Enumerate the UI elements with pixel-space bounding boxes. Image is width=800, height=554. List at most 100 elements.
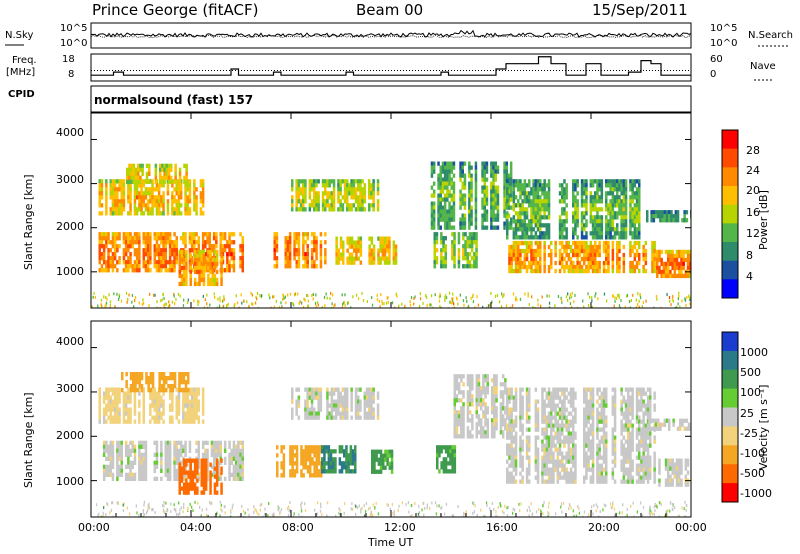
power-cell (295, 264, 298, 269)
power-cell (443, 169, 447, 174)
power-cell (539, 195, 542, 200)
power-cell (444, 252, 447, 257)
velocity-cell (197, 403, 200, 408)
velocity-cell (346, 415, 349, 420)
power-cell (116, 187, 119, 192)
power-cell (534, 203, 538, 208)
power-cell (372, 252, 376, 257)
velocity-cell (155, 419, 159, 424)
velocity-cell (158, 388, 161, 393)
power-cell (541, 223, 544, 228)
power-ground-cell (323, 295, 326, 299)
power-cell (602, 260, 606, 266)
power-cell (620, 183, 623, 188)
power-cell (470, 244, 474, 249)
power-ground-cell (273, 305, 275, 308)
velocity-cell (475, 426, 478, 431)
power-cell (127, 236, 130, 241)
power-cell (109, 264, 112, 269)
power-cell (165, 171, 169, 176)
power-cell (146, 199, 150, 204)
power-ground-cell (419, 297, 422, 301)
power-cell (602, 248, 606, 254)
power-cell (186, 195, 189, 200)
power-cell (129, 199, 132, 204)
power-cell (543, 223, 546, 228)
power-cell (583, 211, 586, 216)
power-cell (120, 183, 123, 188)
power-cell (683, 210, 686, 215)
power-cell (190, 256, 194, 261)
velocity-cell (379, 469, 383, 474)
power-cell (686, 257, 690, 263)
power-cell (137, 175, 140, 180)
power-cell (313, 191, 316, 196)
power-cell (198, 281, 201, 287)
power-ground-cell (357, 297, 360, 301)
power-cell (155, 203, 159, 208)
power-cell (656, 273, 659, 279)
power-cell (618, 207, 621, 212)
power-cell (678, 261, 681, 267)
power-cell (481, 165, 484, 170)
power-cell (337, 191, 340, 196)
power-cell (160, 260, 163, 265)
power-cell (506, 211, 509, 216)
power-cell (321, 179, 325, 184)
velocity-cell (220, 486, 223, 491)
power-cell (474, 217, 478, 222)
power-cell (442, 260, 445, 265)
power-cell (669, 269, 672, 275)
power-cell (354, 207, 358, 212)
power-cell (306, 256, 309, 261)
velocity-cell (171, 376, 175, 381)
power-cell (448, 225, 451, 230)
power-cell (508, 244, 511, 250)
power-cell (517, 211, 520, 216)
power-cell (450, 205, 453, 210)
power-cell (357, 240, 360, 245)
velocity-cell (215, 466, 219, 471)
power-cell (105, 179, 108, 184)
power-cell (153, 264, 156, 269)
power-cell (124, 260, 128, 265)
velocity-cell (453, 422, 456, 427)
velocity-cell (129, 440, 132, 445)
power-cell (288, 252, 292, 257)
power-ground-cell (252, 302, 254, 306)
power-cell (554, 240, 557, 246)
velocity-cell (160, 384, 164, 389)
velocity-cell (193, 482, 197, 487)
velocity-cell (180, 380, 183, 385)
velocity-cell (326, 403, 329, 408)
power-ground-cell (246, 300, 248, 304)
power-cell (175, 207, 178, 212)
power-cell (483, 181, 486, 186)
velocity-cell (304, 403, 307, 408)
power-cell (355, 244, 358, 249)
power-ground-cell (678, 294, 680, 298)
power-ground-cell (269, 296, 271, 300)
velocity-cell (317, 403, 320, 408)
power-cell (134, 171, 138, 176)
power-cell (474, 205, 478, 210)
power-cell (468, 169, 471, 174)
velocity-cell (349, 449, 353, 454)
power-cell (664, 249, 668, 255)
power-cell (446, 161, 449, 166)
power-ground-cell (571, 291, 573, 295)
power-cell (635, 235, 639, 240)
power-cell (452, 225, 456, 230)
power-cell (138, 232, 141, 237)
power-cell (530, 256, 533, 262)
power-ground-cell (259, 294, 261, 297)
velocity-cell (282, 461, 286, 466)
power-ground-cell (273, 295, 275, 299)
power-ground-cell (343, 300, 346, 304)
power-cell (492, 173, 495, 178)
power-cell (142, 256, 145, 261)
power-cell (550, 256, 553, 262)
power-cell (525, 199, 529, 204)
velocity-cell (327, 465, 331, 470)
power-cell (450, 217, 453, 222)
